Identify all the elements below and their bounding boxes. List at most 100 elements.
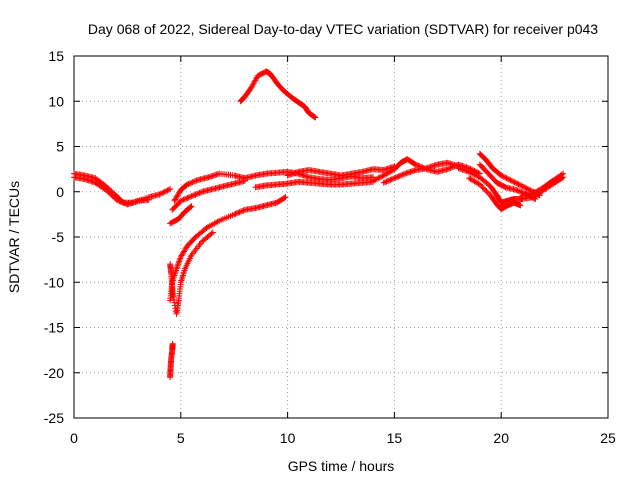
data-point (470, 170, 477, 177)
data-point (467, 169, 474, 176)
data-point (503, 175, 510, 182)
y-tick-label: 15 (48, 48, 64, 64)
series-track-8 (167, 261, 176, 299)
data-point (208, 230, 215, 237)
data-point (513, 186, 520, 193)
data-point (192, 191, 199, 198)
data-point (184, 194, 191, 201)
data-point (115, 197, 122, 204)
data-point (119, 199, 126, 206)
data-point (508, 177, 515, 184)
data-point (396, 172, 403, 179)
data-point (311, 113, 318, 120)
data-point (312, 114, 319, 121)
data-point (235, 209, 242, 216)
data-point (378, 173, 385, 180)
data-point (165, 186, 172, 193)
x-axis-label: GPS time / hours (288, 458, 395, 474)
data-point (176, 256, 183, 263)
data-point (483, 188, 490, 195)
data-point (120, 199, 127, 206)
data-point (523, 185, 530, 192)
data-point (171, 299, 178, 306)
chart-title: Day 068 of 2022, Sidereal Day-to-day VTE… (88, 21, 598, 37)
data-point (476, 181, 483, 188)
data-point (520, 183, 527, 190)
data-point (193, 177, 200, 184)
data-point (170, 296, 177, 303)
series-track-2 (71, 174, 152, 208)
data-point (474, 172, 481, 179)
data-point (187, 203, 194, 210)
data-point (117, 198, 124, 205)
data-point (518, 182, 525, 189)
data-point (239, 207, 246, 214)
y-tick-label: 5 (56, 139, 64, 155)
data-point (444, 166, 451, 173)
data-point (394, 174, 401, 181)
series-track-10 (237, 68, 319, 121)
data-point (388, 176, 395, 183)
data-point (390, 175, 397, 182)
data-point (113, 196, 120, 203)
data-point (386, 177, 393, 184)
series-track-4 (167, 203, 195, 227)
x-tick-label: 15 (387, 430, 403, 446)
data-point (478, 182, 485, 189)
data-point (480, 185, 487, 192)
data-point (190, 178, 197, 185)
data-point (167, 186, 174, 193)
data-point (500, 173, 507, 180)
data-point (173, 265, 180, 272)
data-point (499, 173, 506, 180)
y-tick-label: 0 (56, 184, 64, 200)
data-point (482, 186, 489, 193)
data-point (468, 170, 475, 177)
data-point (532, 195, 539, 202)
data-point (175, 259, 182, 266)
data-point (382, 179, 389, 186)
data-point (189, 179, 196, 186)
data-point (412, 161, 419, 168)
y-tick-label: -25 (44, 410, 64, 426)
data-point (180, 196, 187, 203)
data-point (372, 176, 379, 183)
data-point (519, 183, 526, 190)
series-track-20 (519, 170, 567, 199)
data-point (514, 187, 521, 194)
data-point (232, 210, 239, 217)
data-point (502, 174, 509, 181)
data-point (161, 188, 168, 195)
data-point (175, 261, 182, 268)
series-track-12 (252, 178, 377, 191)
data-point (479, 184, 486, 191)
y-tick-label: 10 (48, 93, 64, 109)
data-point (156, 191, 163, 198)
data-point (193, 191, 200, 198)
data-point (517, 188, 524, 195)
data-point (185, 180, 192, 187)
data-point (504, 175, 511, 182)
data-point (145, 196, 152, 203)
data-point (177, 197, 184, 204)
data-point (506, 176, 513, 183)
data-point (516, 181, 523, 188)
y-tick-label: -15 (44, 320, 64, 336)
data-point (197, 189, 204, 196)
data-point (169, 340, 176, 347)
data-point (195, 190, 202, 197)
y-tick-label: -10 (44, 274, 64, 290)
data-point (395, 173, 402, 180)
data-point (116, 198, 123, 205)
data-point (191, 192, 198, 199)
data-point (517, 202, 524, 209)
data-point (391, 175, 398, 182)
data-point (398, 172, 405, 179)
y-tick-label: -5 (52, 229, 65, 245)
data-point (188, 193, 195, 200)
data-point (192, 178, 199, 185)
data-point (176, 258, 183, 265)
data-point (510, 178, 517, 185)
data-point (281, 194, 288, 201)
data-point (189, 192, 196, 199)
